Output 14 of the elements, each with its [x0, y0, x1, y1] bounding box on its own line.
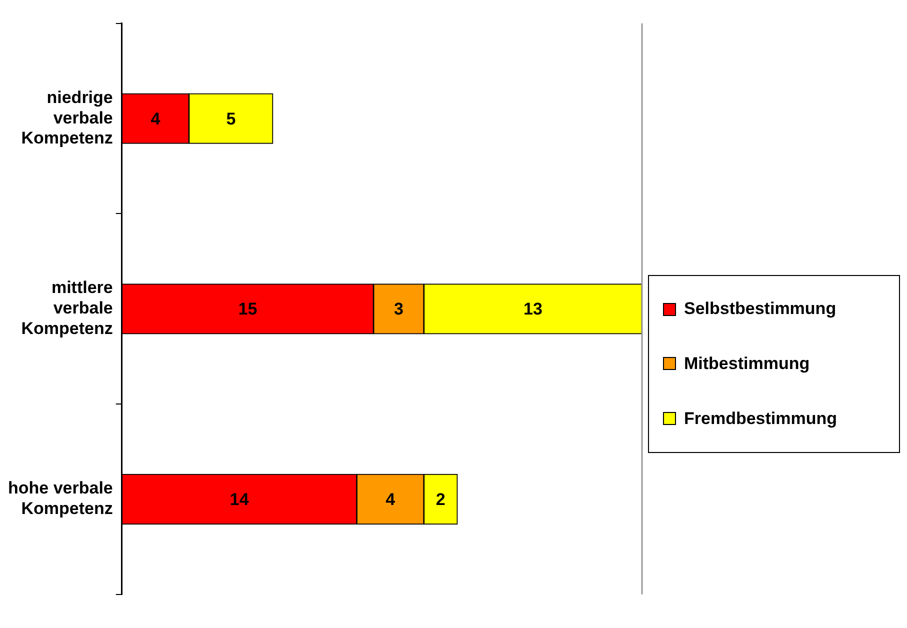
data-label: 5: [226, 109, 236, 128]
data-label: 13: [523, 300, 542, 319]
data-label: 2: [436, 490, 446, 509]
data-label: 3: [394, 300, 404, 319]
data-label: 4: [386, 490, 396, 509]
data-label: 4: [150, 109, 161, 128]
legend-label: Selbstbestimmung: [684, 299, 836, 320]
legend-label: Mitbestimmung: [684, 354, 810, 374]
y-tick-label: mittlere verbale Kompetenz: [21, 278, 113, 338]
y-tick-label: hohe verbale Kompetenz: [8, 478, 113, 518]
y-tick-label: niedrige verbale Kompetenz: [21, 88, 113, 148]
data-label: 14: [230, 490, 250, 509]
data-label: 15: [238, 300, 258, 319]
legend-label: Fremdbestimmung: [684, 408, 838, 429]
